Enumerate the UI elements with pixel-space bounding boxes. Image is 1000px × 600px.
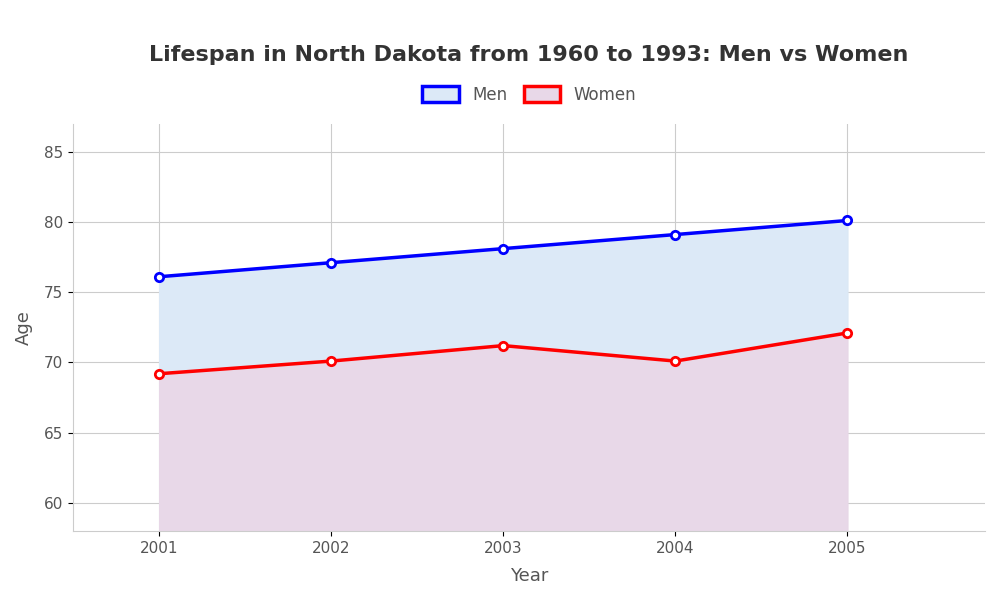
Y-axis label: Age: Age [15, 310, 33, 345]
Legend: Men, Women: Men, Women [415, 79, 643, 110]
X-axis label: Year: Year [510, 567, 548, 585]
Title: Lifespan in North Dakota from 1960 to 1993: Men vs Women: Lifespan in North Dakota from 1960 to 19… [149, 45, 909, 65]
